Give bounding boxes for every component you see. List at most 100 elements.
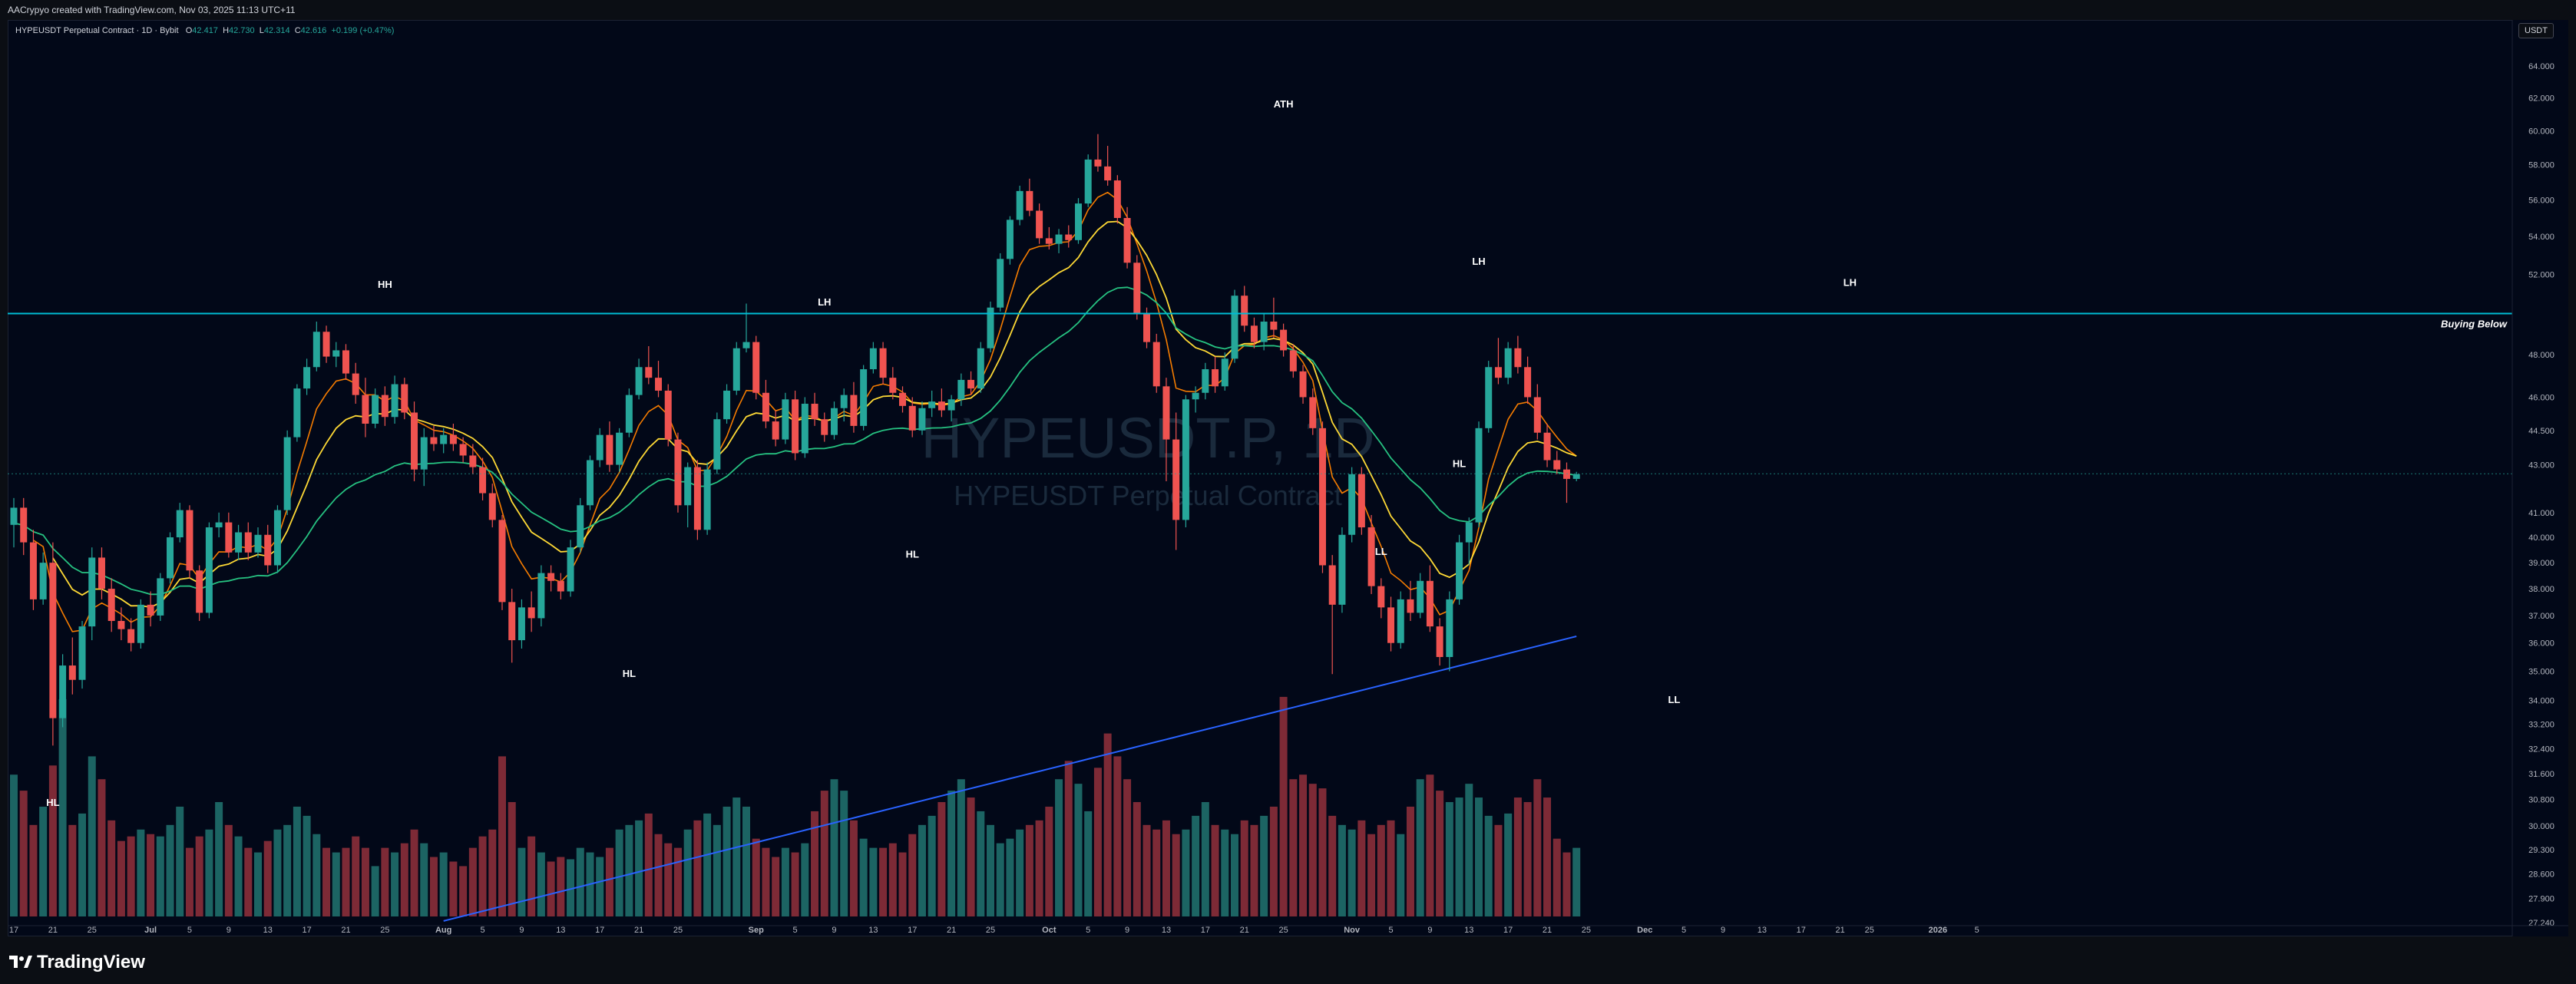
time-tick-label: 5 [793,926,798,935]
candle-body [117,620,125,629]
volume-bar [88,756,96,916]
volume-bar [244,847,253,916]
price-tick-label: 36.000 [2528,639,2555,649]
candle-body [342,350,349,374]
candle-body [1465,522,1473,543]
volume-bar [361,847,369,916]
candle-body [957,379,965,400]
candle-body [49,563,57,718]
symbol-label[interactable]: HYPEUSDT Perpetual Contract · 1D · Bybit [15,26,179,35]
candle-body [1367,527,1375,586]
candle-body [1260,322,1268,342]
candle-body [1113,180,1121,218]
close-label: C [294,26,301,35]
volume-bar [967,797,975,916]
volume-bar [234,836,243,916]
price-tick-label: 32.400 [2528,745,2555,754]
volume-bar [98,779,106,916]
volume-bar [1377,824,1385,916]
candle-body [879,348,887,378]
volume-bar [166,824,174,916]
volume-bar [996,843,1004,916]
candle-body [420,437,428,470]
volume-bar [557,857,565,916]
candle-body [1162,386,1170,440]
candle-body [889,378,897,393]
candle-body [1250,325,1258,342]
candle-body [264,534,272,566]
candle-body [303,367,311,389]
volume-bar [723,806,731,916]
price-chart[interactable]: HYPEUSDT.P, 1D HYPEUSDT Perpetual Contra… [8,20,2568,936]
candle-body [1328,565,1336,605]
time-tick-label: 21 [634,926,643,935]
time-tick-label: 13 [1758,926,1767,935]
candle-body [596,434,603,461]
volume-bar [1348,829,1356,916]
time-tick-label: 25 [88,926,97,935]
candles [10,134,1580,746]
candle-body [557,580,564,592]
volume-bar [898,852,907,916]
price-tick-label: 54.000 [2528,233,2555,242]
candle-body [1318,428,1326,566]
candle-body [88,557,96,627]
volume-bar [224,824,233,916]
price-tick-label: 27.240 [2528,919,2555,928]
candle-body [947,399,955,411]
candle-body [547,573,555,581]
time-tick-label: 5 [1086,926,1090,935]
candle-body [1299,371,1307,398]
candle-body [205,527,213,613]
price-tick-label: 38.000 [2528,585,2555,594]
candle-body [586,460,594,506]
candle-body [782,399,789,440]
time-tick-label: 5 [1388,926,1393,935]
volume-bar [459,866,468,916]
candle-body [860,369,868,426]
swing-annotation: LH [1472,256,1485,267]
price-tick-label: 39.000 [2528,559,2555,568]
candle-body [1572,474,1580,479]
time-tick-label: Oct [1042,926,1057,935]
candle-body [625,395,633,433]
volume-bar [1533,779,1542,916]
tradingview-logo[interactable]: TradingView [9,952,145,973]
open-label: O [185,26,193,35]
volume-bar [1113,756,1122,916]
candle-body [10,507,18,525]
candle-body [1289,350,1297,371]
candle-body [869,348,877,370]
candle-body [1036,210,1043,239]
time-tick-label: 13 [556,926,565,935]
volume-bar [1406,806,1414,916]
candle-body [664,390,672,440]
candle-body [1192,392,1199,400]
swing-annotation: LH [1844,276,1857,288]
volume-bar [742,806,750,916]
volume-bar [1367,834,1376,916]
volume-bar [1475,797,1483,916]
candle-body [1387,607,1395,643]
candle-body [1543,432,1551,461]
price-tick-label: 30.800 [2528,796,2555,805]
volume-bar [1328,815,1337,916]
candle-body [713,419,721,470]
candle-body [137,604,144,643]
volume-bar [29,824,38,916]
credit-bar: AACrypyo created with TradingView.com, N… [0,0,2576,20]
volume-bar [1338,824,1346,916]
volume-bar [908,834,917,916]
time-tick-label: 17 [302,926,311,935]
volume-bar [791,852,799,916]
candle-body [801,404,809,454]
time-tick-label: 9 [1721,926,1725,935]
candle-body [937,401,945,411]
candle-body [1309,397,1317,428]
volume-bar [48,765,57,916]
price-tick-label: 43.000 [2528,461,2555,471]
candle-body [244,532,252,553]
volume-bar [352,836,360,916]
quote-currency-button[interactable]: USDT [2518,23,2554,38]
chart-frame[interactable] [8,20,2568,936]
